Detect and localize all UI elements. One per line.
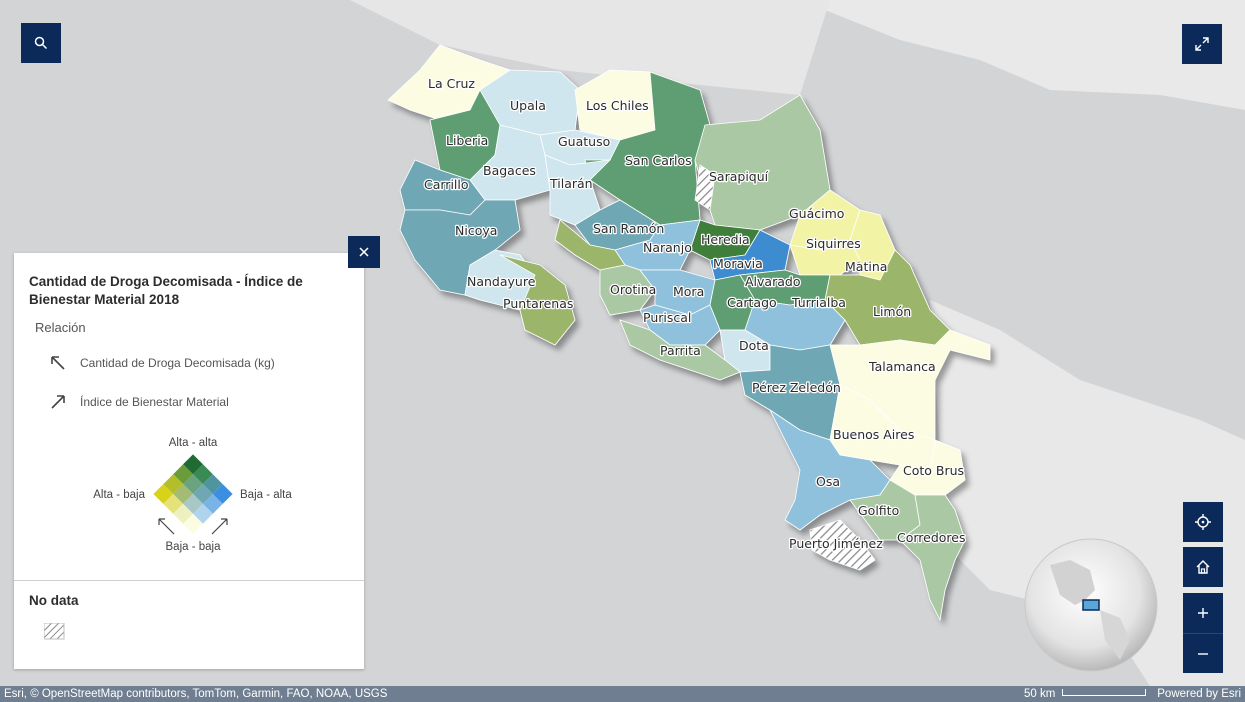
region-label: Nicoya — [455, 223, 497, 238]
legend-top-label: Alta - alta — [169, 437, 218, 449]
region-label: Turrialba — [791, 295, 846, 310]
region-label: Puntarenas — [503, 296, 573, 311]
region-label: Puriscal — [643, 310, 691, 325]
zoom-in-button[interactable] — [1183, 593, 1223, 633]
region-label: Liberia — [446, 133, 488, 148]
region-label: Coto Brus — [903, 463, 964, 478]
region-label: Parrita — [660, 343, 701, 358]
legend-var1-label: Cantidad de Droga Decomisada (kg) — [80, 356, 275, 370]
region-label: Naranjo — [643, 240, 692, 255]
scale-label: 50 km — [1024, 688, 1056, 700]
home-icon — [1196, 560, 1210, 574]
map-view[interactable]: La Cruz Upala Los Chiles Liberia Guatuso… — [0, 0, 1245, 686]
region-label: Guácimo — [789, 206, 844, 221]
map-labels: La Cruz Upala Los Chiles Liberia Guatuso… — [423, 75, 967, 553]
region-orotina — [599, 264, 656, 316]
region-sarapiqui-nodata — [694, 164, 716, 211]
legend-close-button[interactable] — [348, 236, 380, 268]
locate-icon — [1195, 514, 1211, 530]
locate-button[interactable] — [1183, 502, 1223, 542]
region-label: Limón — [873, 304, 911, 319]
legend-separator — [14, 580, 364, 581]
region-label: Orotina — [610, 282, 656, 297]
arrow-up-left-icon — [51, 356, 65, 370]
region-label: Guatuso — [558, 134, 610, 149]
region-puntarenas — [499, 254, 576, 346]
region-label: Heredia — [701, 232, 750, 247]
region-label: Mora — [673, 284, 704, 299]
region-label: Nandayure — [467, 274, 536, 289]
region-label: Osa — [816, 474, 840, 489]
scale-bar — [1062, 689, 1146, 696]
home-button[interactable] — [1183, 547, 1223, 587]
plus-icon — [1198, 608, 1208, 618]
legend-left-label: Alta - baja — [93, 489, 145, 501]
region-label: Moravia — [713, 256, 763, 271]
region-label: Carrillo — [424, 177, 469, 192]
region-label: Golfito — [858, 503, 899, 518]
region-label: San Carlos — [625, 153, 692, 168]
expand-icon — [1195, 37, 1209, 51]
legend-bottom-label: Baja - baja — [166, 541, 222, 553]
extent-indicator — [1082, 599, 1100, 611]
region-label: La Cruz — [428, 76, 475, 91]
region-label: Matina — [845, 259, 887, 274]
region-puerto-jimenez — [809, 519, 876, 571]
legend-var2-label: Índice de Bienestar Material — [80, 395, 229, 409]
legend-relation-label: Relación — [35, 320, 86, 335]
region-label: Siquirres — [806, 236, 861, 251]
region-label: Cartago — [727, 295, 777, 310]
search-icon — [34, 36, 48, 50]
powered-by-link[interactable]: Powered by Esri — [1157, 688, 1241, 700]
close-icon — [359, 247, 369, 257]
bivariate-legend-diagram: Alta - alta Alta - baja Baja - alta Baja… — [93, 437, 292, 553]
costa-rica-cantons — [387, 44, 991, 622]
region-label: Talamanca — [868, 359, 936, 374]
legend-nodata-label: No data — [29, 593, 79, 608]
legend-panel: Cantidad de Droga Decomisada - Índice de… — [14, 253, 364, 669]
region-corredores — [899, 494, 966, 622]
region-label: Pérez Zeledón — [752, 380, 841, 395]
attribution-text[interactable]: Esri, © OpenStreetMap contributors, TomT… — [4, 688, 388, 700]
search-button[interactable] — [21, 23, 61, 63]
region-label: Alvarado — [745, 274, 800, 289]
region-label: Upala — [510, 98, 546, 113]
fullscreen-button[interactable] — [1182, 24, 1222, 64]
region-label: Dota — [739, 338, 769, 353]
region-label: Sarapiquí — [709, 169, 769, 184]
region-label: San Ramón — [593, 221, 664, 236]
region-label: Bagaces — [483, 163, 536, 178]
nodata-swatch — [44, 623, 65, 640]
zoom-out-button[interactable] — [1183, 633, 1223, 673]
minus-icon — [1198, 652, 1208, 655]
region-label: Tilarán — [549, 176, 593, 191]
attribution-bar: Esri, © OpenStreetMap contributors, TomT… — [0, 686, 1245, 702]
arrow-up-right-icon — [51, 395, 65, 409]
region-label: Corredores — [897, 530, 966, 545]
legend-right-label: Baja - alta — [240, 489, 292, 501]
overview-globe[interactable] — [1024, 538, 1158, 672]
region-label: Puerto Jiménez — [789, 536, 883, 551]
region-label: Los Chiles — [586, 98, 649, 113]
background-land — [350, 0, 1245, 686]
legend-title: Cantidad de Droga Decomisada - Índice de… — [29, 274, 303, 307]
region-label: Buenos Aires — [833, 427, 914, 442]
